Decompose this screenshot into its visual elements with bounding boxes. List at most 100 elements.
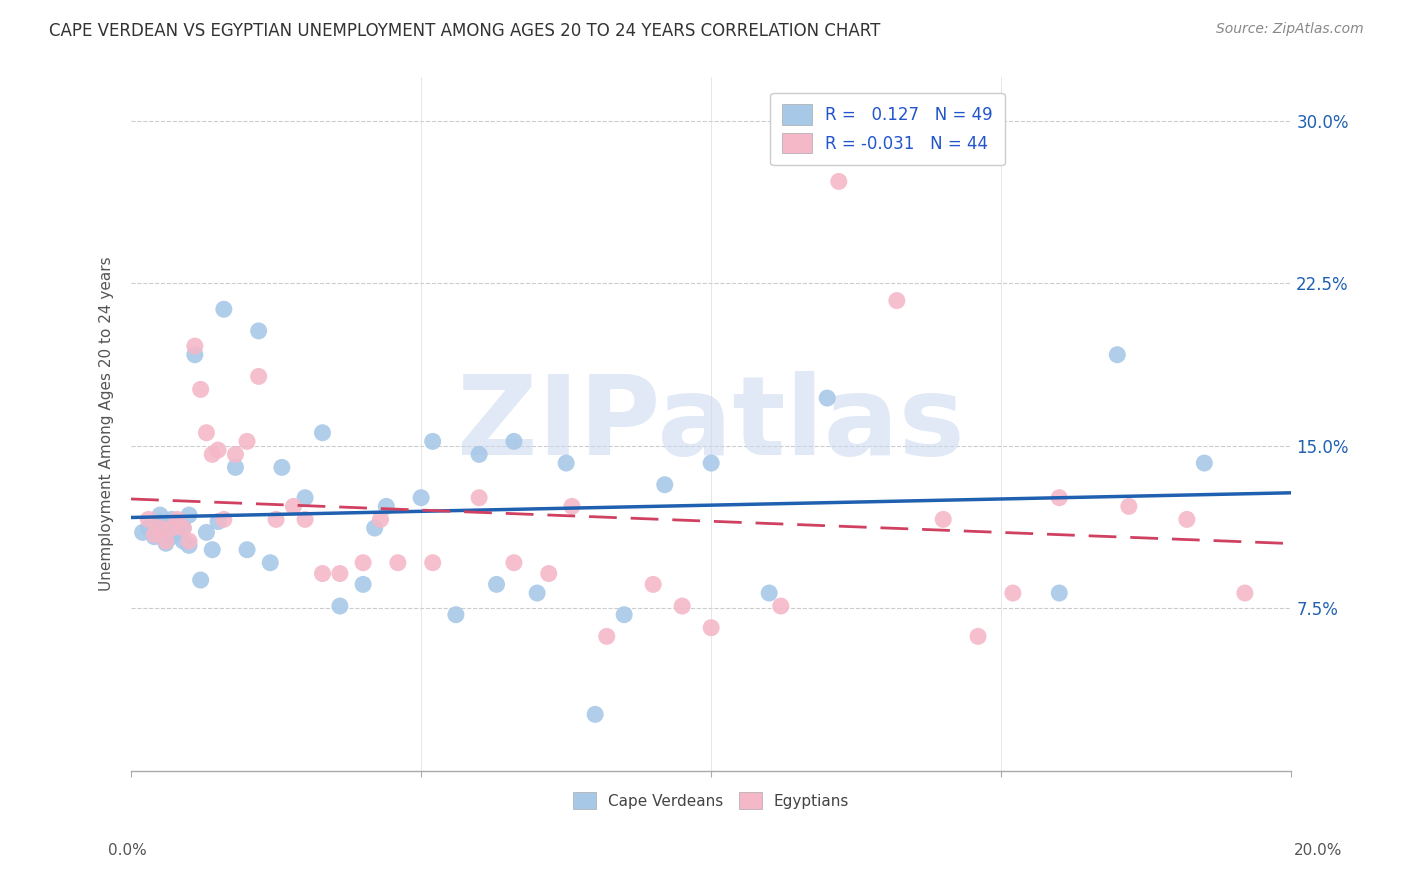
Point [195,525,218,540]
Point [1107,348,1129,362]
Point [259,556,281,570]
Point [422,556,444,570]
Point [555,456,578,470]
Point [155,521,177,535]
Point [149,508,172,522]
Point [184,339,207,353]
Point [131,525,153,540]
Point [422,434,444,449]
Point [172,521,194,535]
Point [561,500,583,514]
Point [294,512,316,526]
Text: CAPE VERDEAN VS EGYPTIAN UNEMPLOYMENT AMONG AGES 20 TO 24 YEARS CORRELATION CHAR: CAPE VERDEAN VS EGYPTIAN UNEMPLOYMENT AM… [49,22,880,40]
Point [370,512,392,526]
Point [160,521,183,535]
Point [537,566,560,581]
Point [160,512,183,526]
Point [1001,586,1024,600]
Point [363,521,385,535]
Point [177,538,200,552]
Text: ZIPatlas: ZIPatlas [457,370,965,477]
Point [236,542,259,557]
Point [311,566,333,581]
Point [700,456,723,470]
Point [224,460,246,475]
Point [352,577,374,591]
Point [485,577,508,591]
Point [195,425,218,440]
Point [613,607,636,622]
Point [828,174,851,188]
Point [177,508,200,522]
Point [444,607,467,622]
Point [671,599,693,613]
Point [207,515,229,529]
Point [468,491,491,505]
Point [1233,586,1256,600]
Point [1047,586,1070,600]
Y-axis label: Unemployment Among Ages 20 to 24 years: Unemployment Among Ages 20 to 24 years [100,257,114,591]
Point [967,629,990,643]
Point [224,447,246,461]
Point [329,566,352,581]
Point [375,500,398,514]
Point [758,586,780,600]
Point [166,525,188,540]
Point [155,536,177,550]
Point [503,556,526,570]
Point [468,447,491,461]
Point [886,293,908,308]
Point [1175,512,1198,526]
Text: 0.0%: 0.0% [108,843,148,858]
Point [172,521,194,535]
Point [264,512,287,526]
Point [247,369,270,384]
Text: Source: ZipAtlas.com: Source: ZipAtlas.com [1216,22,1364,37]
Point [352,556,374,570]
Point [294,491,316,505]
Point [270,460,292,475]
Point [411,491,433,505]
Point [177,534,200,549]
Point [143,530,166,544]
Point [283,500,305,514]
Point [190,383,212,397]
Point [643,577,665,591]
Point [247,324,270,338]
Point [503,434,526,449]
Point [207,443,229,458]
Point [236,434,259,449]
Point [160,530,183,544]
Point [311,425,333,440]
Point [700,621,723,635]
Point [1118,500,1140,514]
Point [190,573,212,587]
Point [815,391,838,405]
Point [149,521,172,535]
Point [201,542,224,557]
Point [1194,456,1216,470]
Point [387,556,409,570]
Point [596,629,619,643]
Point [932,512,955,526]
Point [1047,491,1070,505]
Point [201,447,224,461]
Point [212,302,235,317]
Legend: Cape Verdeans, Egyptians: Cape Verdeans, Egyptians [567,786,855,815]
Point [155,534,177,549]
Point [172,534,194,549]
Point [583,707,606,722]
Point [212,512,235,526]
Point [769,599,792,613]
Point [329,599,352,613]
Point [166,516,188,531]
Point [149,515,172,529]
Point [166,512,188,526]
Text: 20.0%: 20.0% [1295,843,1343,858]
Point [143,527,166,541]
Point [138,521,160,535]
Point [654,477,676,491]
Point [526,586,548,600]
Point [184,348,207,362]
Point [138,512,160,526]
